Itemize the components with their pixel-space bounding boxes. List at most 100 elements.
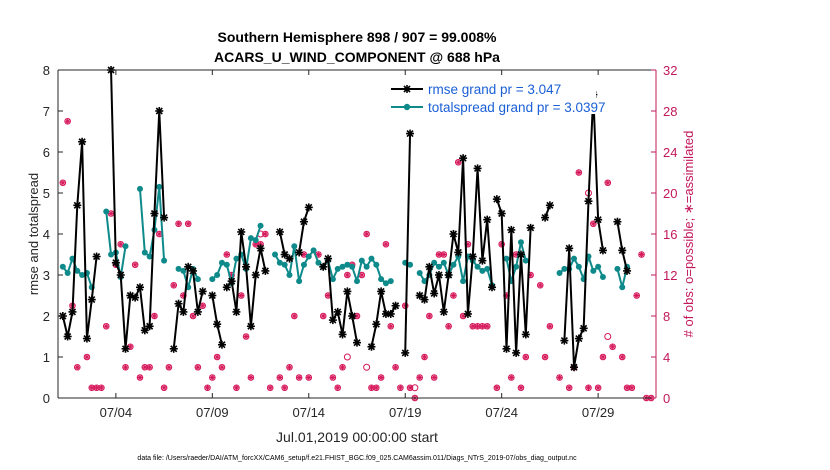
- rmse-point: [497, 209, 506, 218]
- y-tick-label-left: 3: [43, 268, 50, 283]
- obs-assimilated-point: [295, 374, 303, 381]
- rmse-point: [246, 322, 255, 331]
- obs-assimilated-point: [575, 169, 583, 176]
- obs-possible-point: [363, 363, 371, 371]
- y-tick-label-right: 32: [663, 63, 677, 78]
- obs-assimilated-point: [479, 322, 486, 330]
- totalspread-point: [503, 255, 510, 262]
- totalspread-point: [108, 251, 115, 258]
- rmse-point: [343, 287, 352, 296]
- rmse-point: [285, 254, 294, 263]
- y-tick-label-left: 6: [43, 145, 50, 160]
- y-tick-label-right: 4: [663, 350, 670, 365]
- y-axis-label-right: # of obs: o=possible; ∗=assimilated: [681, 131, 696, 338]
- obs-assimilated-point: [546, 322, 554, 330]
- rmse-point: [232, 307, 241, 316]
- rmse-point: [367, 342, 376, 351]
- rmse-line-segment: [404, 133, 412, 353]
- obs-assimilated-point: [242, 333, 250, 340]
- x-tick-label: 07/09: [196, 405, 229, 420]
- obs-assimilated-point: [189, 312, 197, 320]
- obs-assimilated-point: [204, 384, 211, 392]
- rmse-point: [420, 295, 429, 304]
- rmse-point: [483, 215, 492, 224]
- obs-assimilated-point: [392, 363, 399, 371]
- totalspread-point: [407, 261, 414, 268]
- totalspread-point: [416, 269, 423, 276]
- rmse-point: [478, 256, 487, 265]
- obs-assimilated-point: [223, 251, 231, 258]
- obs-assimilated-point: [483, 322, 491, 330]
- y-tick-label-right: 20: [663, 186, 677, 201]
- rmse-point: [507, 225, 516, 234]
- totalspread-point: [440, 259, 447, 266]
- rmse-point: [377, 287, 386, 296]
- y-tick-label-right: 0: [663, 391, 670, 406]
- rmse-point: [227, 277, 236, 286]
- totalspread-point: [194, 276, 201, 283]
- obs-assimilated-point: [493, 384, 501, 392]
- obs-assimilated-point: [585, 384, 592, 392]
- obs-assimilated-point: [237, 292, 245, 299]
- obs-assimilated-point: [397, 384, 404, 392]
- obs-assimilated-point: [160, 384, 168, 392]
- obs-assimilated-point: [59, 179, 67, 187]
- obs-assimilated-point: [329, 374, 337, 381]
- rmse-point: [193, 307, 202, 316]
- legend-spread-marker: [403, 103, 411, 111]
- y-tick-label-right: 8: [663, 309, 670, 324]
- totalspread-point: [373, 261, 380, 268]
- obs-assimilated-point: [291, 312, 298, 320]
- x-tick-label: 07/14: [293, 405, 326, 420]
- obs-assimilated-point: [536, 281, 544, 289]
- obs-assimilated-point: [618, 353, 626, 361]
- totalspread-point: [522, 257, 529, 264]
- totalspread-point: [517, 239, 524, 246]
- plot-area: [58, 70, 656, 398]
- totalspread-point: [368, 255, 375, 262]
- rmse-point: [430, 289, 439, 298]
- totalspread-point: [435, 263, 442, 270]
- obs-assimilated-point: [604, 179, 612, 187]
- rmse-line-segment: [419, 157, 494, 315]
- obs-assimilated-point: [155, 230, 163, 238]
- rmse-point: [439, 307, 448, 316]
- totalspread-point: [556, 269, 563, 276]
- rmse-point: [237, 227, 246, 236]
- rmse-point: [545, 201, 554, 210]
- rmse-point: [299, 217, 308, 226]
- rmse-point: [526, 223, 535, 232]
- rmse-point: [492, 195, 501, 204]
- totalspread-point: [146, 253, 153, 260]
- rmse-point: [584, 197, 593, 206]
- y-tick-label-right: 24: [663, 145, 677, 160]
- totalspread-point: [595, 263, 602, 270]
- obs-possible-point: [411, 384, 419, 392]
- rmse-point: [463, 309, 472, 318]
- rmse-point: [348, 312, 357, 320]
- rmse-point: [468, 252, 477, 261]
- rmse-point: [116, 271, 125, 279]
- rmse-line-segment: [322, 257, 358, 343]
- totalspread-point: [74, 267, 81, 274]
- obs-assimilated-point: [372, 384, 380, 392]
- rmse-point: [222, 283, 231, 292]
- totalspread-point: [339, 263, 346, 270]
- obs-assimilated-point: [276, 374, 284, 381]
- obs-assimilated-point: [151, 312, 158, 320]
- legend-spread-label: totalspread grand pr = 3.0397: [428, 100, 606, 115]
- obs-assimilated-point: [83, 353, 91, 361]
- totalspread-point: [310, 247, 317, 254]
- rmse-point: [598, 246, 607, 255]
- x-tick-label: 07/19: [389, 405, 422, 420]
- obs-possible-point: [604, 333, 612, 340]
- obs-assimilated-point: [175, 220, 182, 228]
- rmse-point: [208, 291, 217, 300]
- totalspread-point: [59, 263, 66, 270]
- totalspread-point: [223, 261, 230, 268]
- rmse-point: [372, 320, 381, 329]
- totalspread-point: [349, 263, 356, 270]
- totalspread-point: [291, 243, 298, 250]
- totalspread-point: [141, 249, 148, 256]
